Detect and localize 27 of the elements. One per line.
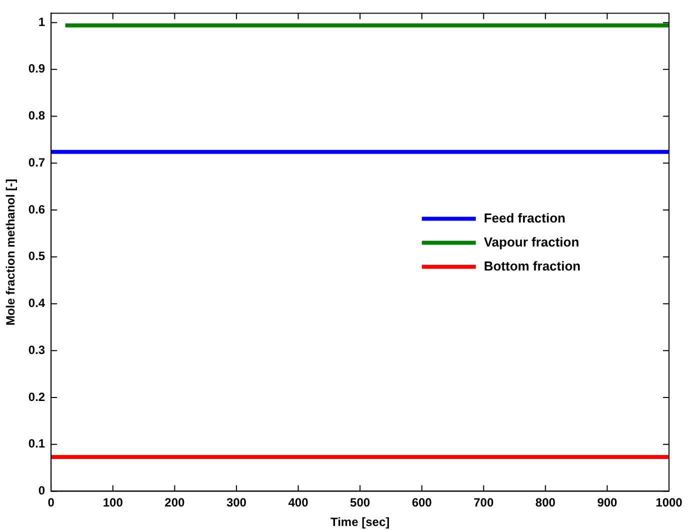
y-tick-label: 0.2 <box>28 390 46 404</box>
x-axis-title: Time [sec] <box>330 515 390 530</box>
x-tick-label: 300 <box>226 496 247 510</box>
y-tick-label: 0.7 <box>28 155 46 170</box>
y-axis-title: Mole fraction methanol [-] <box>4 178 18 326</box>
x-tick-label: 700 <box>474 496 494 510</box>
legend-label: Vapour fraction <box>484 234 580 250</box>
x-tick-label: 1000 <box>656 496 683 510</box>
y-tick-label: 0.8 <box>28 108 46 123</box>
x-tick-label: 500 <box>350 496 370 510</box>
x-tick-label: 600 <box>412 496 432 510</box>
x-tick-label: 200 <box>164 496 185 510</box>
legend-label: Bottom fraction <box>484 258 581 274</box>
y-tick-label: 1 <box>38 14 46 29</box>
y-tick-label: 0.6 <box>28 202 46 216</box>
y-tick-label: 0.4 <box>28 296 46 310</box>
y-tick-label: 0 <box>38 484 46 498</box>
x-tick-label: 400 <box>288 496 309 510</box>
y-tick-label: 0.1 <box>28 436 46 451</box>
x-tick-label: 900 <box>597 496 618 510</box>
x-tick-label: 100 <box>102 496 124 510</box>
x-tick-label: 0 <box>48 496 55 510</box>
y-tick-label: 0.5 <box>28 249 46 264</box>
y-tick-label: 0.9 <box>28 62 46 76</box>
legend-label: Feed fraction <box>484 210 566 226</box>
x-tick-label: 800 <box>535 496 556 510</box>
y-tick-label: 0.3 <box>28 342 46 357</box>
